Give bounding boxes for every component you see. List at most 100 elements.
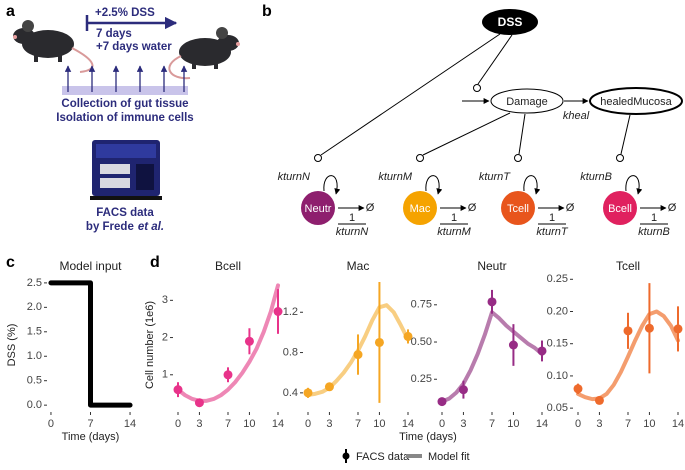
self-loop	[625, 175, 643, 195]
sampling-arrows	[64, 65, 188, 92]
self-loop	[323, 175, 341, 195]
x-axis-label: Time (days)	[399, 431, 457, 443]
healed-label: healedMucosa	[600, 96, 672, 108]
rate-denominator: kturnN	[336, 226, 368, 238]
sink: Ø	[668, 202, 677, 214]
y-tick-label: 0.0	[27, 399, 42, 411]
mouse	[168, 27, 240, 80]
y-tick-label: 1.5	[27, 326, 42, 338]
model-fit	[176, 283, 280, 403]
data-point	[673, 324, 683, 334]
x-tick-label: 10	[643, 418, 655, 430]
rate-denominator: kturnB	[638, 226, 670, 238]
sink: Ø	[468, 202, 477, 214]
self-loop	[425, 175, 443, 195]
x-tick-label: 3	[196, 418, 202, 430]
data-point	[403, 331, 413, 341]
x-tick-label: 0	[48, 418, 54, 430]
y-tick-label: 0.20	[547, 305, 568, 317]
sampling-band	[62, 86, 188, 95]
facs-source: by Frede et al.	[86, 221, 164, 233]
x-tick-label: 14	[124, 418, 136, 430]
x-tick-label: 3	[460, 418, 466, 430]
y-tick-label: 2	[162, 331, 168, 343]
x-tick-label: 10	[373, 418, 385, 430]
rate-numerator: 1	[651, 212, 657, 224]
x-tick-label: 0	[305, 418, 311, 430]
data-point	[374, 337, 384, 347]
data-point	[573, 384, 583, 394]
x-tick-label: 10	[243, 418, 255, 430]
y-tick-label: 0.25	[547, 273, 568, 285]
x-tick-label: 7	[489, 418, 495, 430]
y-axis-label: Cell number (1e6)	[144, 301, 156, 389]
damage-label: Damage	[506, 96, 548, 108]
data-point	[324, 382, 334, 392]
panel-label: c	[6, 254, 15, 271]
cell-node	[501, 191, 535, 225]
data-point	[437, 397, 447, 407]
cell-node	[403, 191, 437, 225]
facs-machine	[90, 140, 162, 200]
chart-title: Bcell	[215, 259, 241, 273]
model-fit	[576, 309, 680, 402]
x-tick-label: 14	[272, 418, 284, 430]
sink: Ø	[566, 202, 575, 214]
x-tick-label: 7	[625, 418, 631, 430]
chart-title: Neutr	[477, 259, 506, 273]
turnover-rate: kturnT	[479, 171, 511, 183]
facs-author: by Frede	[86, 221, 134, 233]
data-point	[303, 388, 313, 398]
x-tick-label: 0	[439, 418, 445, 430]
y-tick-label: 0.4	[283, 387, 298, 399]
y-tick-label: 0.25	[411, 373, 432, 385]
y-tick-label: 1.2	[283, 306, 298, 318]
self-loop	[523, 175, 541, 195]
data-point	[508, 340, 518, 350]
panel-label: b	[262, 3, 272, 20]
input-node	[482, 9, 538, 35]
mouse	[13, 20, 94, 73]
data-point	[173, 385, 183, 395]
data-point	[537, 346, 547, 356]
sink: Ø	[366, 202, 375, 214]
y-tick-label: 3	[162, 294, 168, 306]
legend-point	[342, 452, 350, 460]
cell-label: Bcell	[608, 203, 632, 215]
data-point	[623, 326, 633, 336]
legend-label: Model fit	[428, 451, 470, 463]
chart-title: Tcell	[616, 259, 640, 273]
cell-node	[301, 191, 335, 225]
y-tick-label: 0.8	[283, 346, 298, 358]
x-tick-label: 7	[355, 418, 361, 430]
x-tick-label: 3	[596, 418, 602, 430]
data-point	[644, 323, 654, 333]
facs: FACS data	[96, 207, 154, 219]
x-tick-label: 14	[536, 418, 548, 430]
kheal: kheal	[563, 110, 590, 122]
y-tick-label: 0.10	[547, 370, 568, 382]
cell-node	[603, 191, 637, 225]
input-line	[48, 280, 133, 408]
treatment: +2.5% DSS	[95, 7, 155, 19]
rate-denominator: kturnT	[536, 226, 568, 238]
turnover-rate: kturnB	[580, 171, 612, 183]
rate-numerator: 1	[451, 212, 457, 224]
data-point	[594, 395, 604, 405]
recovery: +7 days water	[96, 41, 172, 53]
y-tick-label: 0.05	[547, 402, 568, 414]
data-point	[458, 385, 468, 395]
model-fit	[440, 310, 544, 404]
duration: 7 days	[96, 28, 132, 40]
y-tick-label: 0.50	[411, 336, 432, 348]
cell-label: Neutr	[305, 203, 332, 215]
rate-numerator: 1	[349, 212, 355, 224]
network-edges	[314, 33, 631, 162]
y-tick-label: 0.15	[547, 338, 568, 350]
y-tick-label: 0.5	[27, 375, 42, 387]
collection: Collection of gut tissue	[61, 98, 188, 110]
x-tick-label: 0	[175, 418, 181, 430]
x-axis-label: Time (days)	[62, 431, 120, 443]
healed-node	[589, 87, 683, 115]
